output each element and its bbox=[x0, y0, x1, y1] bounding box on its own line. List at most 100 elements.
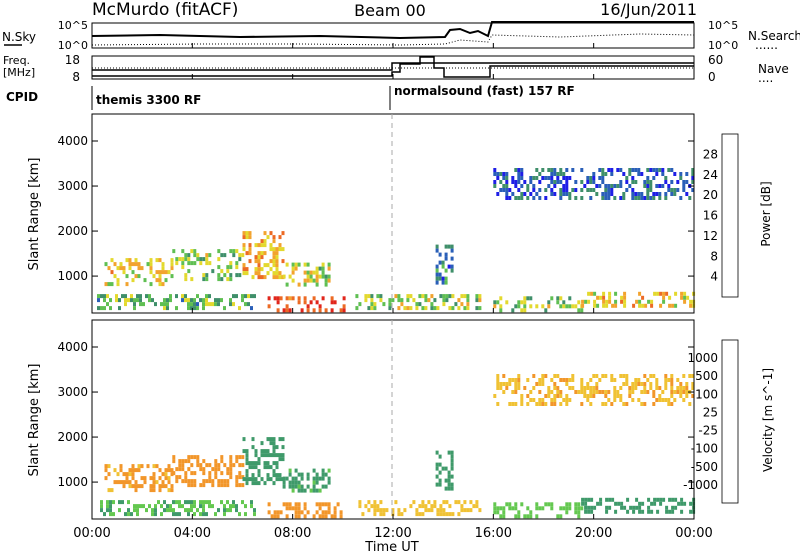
power-echo-cell bbox=[634, 192, 638, 196]
velocity-echo-cell bbox=[438, 482, 442, 487]
power-echo-cell bbox=[596, 303, 600, 308]
velocity-echo-cell bbox=[312, 476, 316, 481]
velocity-echo-cell bbox=[605, 497, 609, 502]
power-echo-cell bbox=[254, 243, 258, 248]
power-echo-cell bbox=[160, 302, 163, 307]
velocity-echo-cell bbox=[226, 479, 230, 484]
power-echo-cell bbox=[166, 306, 169, 311]
power-echo-cell bbox=[309, 270, 313, 275]
power-echo-cell bbox=[608, 299, 612, 304]
velocity-echo-cell bbox=[118, 500, 121, 505]
power-echo-cell bbox=[592, 188, 596, 192]
velocity-colorbar-label: Velocity [m s^-1] bbox=[761, 368, 775, 472]
power-echo-cell bbox=[285, 308, 289, 313]
velocity-echo-cell bbox=[333, 514, 337, 519]
power-echo-cell bbox=[263, 263, 267, 268]
power-echo-cell bbox=[181, 298, 184, 303]
power-echo-cell bbox=[520, 172, 524, 176]
velocity-echo-cell bbox=[229, 463, 233, 468]
velocity-echo-cell bbox=[514, 378, 518, 382]
velocity-echo-cell bbox=[190, 500, 193, 505]
velocity-echo-cell bbox=[193, 455, 197, 460]
freq-right-label: Nave bbox=[758, 62, 789, 76]
power-echo-cell bbox=[685, 180, 689, 184]
velocity-echo-cell bbox=[269, 441, 273, 446]
power-echo-cell bbox=[550, 296, 554, 301]
power-echo-cell bbox=[373, 306, 377, 311]
velocity-echo-cell bbox=[435, 462, 439, 467]
velocity-echo-cell bbox=[460, 508, 464, 513]
power-ytick-label: 4000 bbox=[57, 134, 88, 148]
velocity-echo-cell bbox=[294, 484, 298, 489]
power-echo-cell bbox=[170, 274, 174, 279]
velocity-echo-cell bbox=[140, 476, 144, 481]
power-echo-cell bbox=[589, 180, 593, 184]
power-echo-cell bbox=[146, 262, 150, 267]
power-echo-cell bbox=[107, 282, 111, 287]
velocity-echo-cell bbox=[550, 378, 554, 382]
power-echo-cell bbox=[502, 188, 506, 192]
velocity-echo-cell bbox=[242, 449, 246, 454]
velocity-echo-cell bbox=[673, 398, 677, 402]
power-echo-cell bbox=[450, 248, 454, 253]
velocity-echo-cell bbox=[650, 509, 654, 514]
power-echo-cell bbox=[595, 184, 599, 188]
power-echo-cell bbox=[691, 176, 695, 180]
power-echo-cell bbox=[318, 308, 322, 313]
power-echo-cell bbox=[689, 303, 693, 308]
power-echo-cell bbox=[649, 196, 653, 200]
velocity-echo-cell bbox=[571, 374, 575, 378]
velocity-echo-cell bbox=[235, 475, 239, 480]
velocity-echo-cell bbox=[321, 484, 325, 489]
power-echo-cell bbox=[242, 263, 246, 268]
velocity-echo-cell bbox=[327, 468, 331, 473]
power-echo-cell bbox=[232, 249, 236, 254]
power-echo-cell bbox=[333, 300, 337, 305]
velocity-echo-cell bbox=[584, 509, 588, 514]
power-echo-cell bbox=[196, 257, 200, 262]
velocity-echo-cell bbox=[587, 497, 591, 502]
velocity-echo-cell bbox=[439, 504, 443, 509]
velocity-echo-cell bbox=[269, 437, 273, 442]
velocity-echo-cell bbox=[448, 504, 452, 509]
power-echo-cell bbox=[364, 294, 368, 299]
velocity-echo-cell bbox=[617, 501, 621, 506]
power-echo-cell bbox=[324, 282, 328, 287]
velocity-colorbar-tick: 500 bbox=[695, 369, 718, 383]
power-echo-cell bbox=[321, 266, 325, 271]
velocity-echo-cell bbox=[127, 508, 130, 513]
power-echo-cell bbox=[245, 231, 249, 236]
velocity-echo-cell bbox=[400, 512, 404, 517]
power-echo-cell bbox=[266, 235, 270, 240]
velocity-echo-cell bbox=[241, 483, 245, 488]
velocity-echo-cell bbox=[235, 504, 238, 509]
power-echo-cell bbox=[175, 257, 179, 262]
velocity-echo-cell bbox=[211, 479, 215, 484]
velocity-echo-cell bbox=[254, 449, 258, 454]
velocity-echo-cell bbox=[134, 488, 138, 493]
velocity-echo-cell bbox=[463, 508, 467, 513]
power-echo-cell bbox=[184, 257, 188, 262]
velocity-echo-cell bbox=[143, 476, 147, 481]
velocity-echo-cell bbox=[324, 484, 328, 489]
noise-right-label: N.Search bbox=[748, 29, 800, 43]
velocity-echo-cell bbox=[170, 488, 174, 493]
time-tick-label: 00:00 bbox=[675, 526, 712, 541]
power-echo-cell bbox=[613, 196, 617, 200]
velocity-echo-cell bbox=[300, 488, 304, 493]
velocity-echo-cell bbox=[520, 402, 524, 406]
power-echo-cell bbox=[263, 231, 267, 236]
velocity-echo-cell bbox=[508, 506, 512, 511]
velocity-echo-cell bbox=[640, 390, 644, 394]
velocity-echo-cell bbox=[631, 390, 635, 394]
power-echo-cell bbox=[155, 270, 159, 275]
velocity-echo-cell bbox=[581, 497, 585, 502]
velocity-echo-cell bbox=[565, 510, 569, 515]
power-echo-cell bbox=[604, 172, 608, 176]
power-echo-cell bbox=[303, 278, 307, 283]
velocity-echo-cell bbox=[106, 508, 109, 513]
velocity-echo-cell bbox=[226, 508, 229, 513]
velocity-echo-cell bbox=[652, 402, 656, 406]
power-echo-cell bbox=[559, 172, 563, 176]
power-colorbar-tick: 12 bbox=[703, 229, 718, 243]
